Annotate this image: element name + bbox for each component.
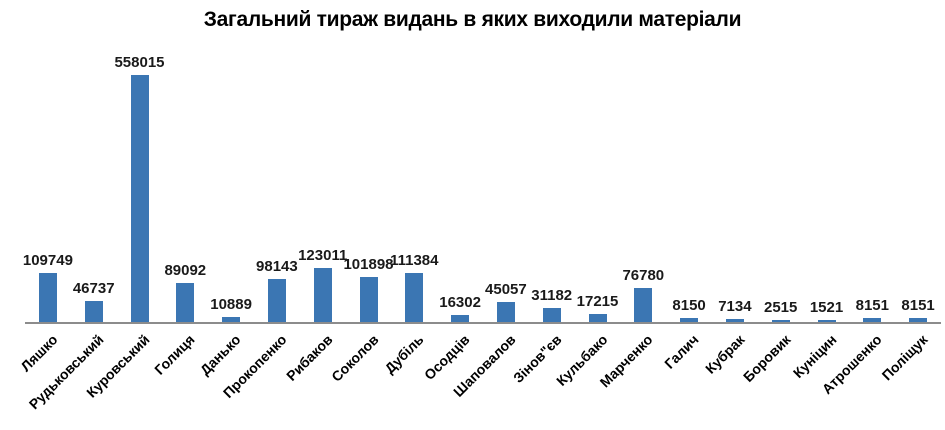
bar: [725, 319, 744, 322]
bar: [176, 283, 195, 322]
value-label: 76780: [622, 267, 665, 284]
bar: [38, 273, 57, 322]
bar: [267, 279, 286, 322]
bar: [222, 317, 241, 322]
category-label: Дубіль: [381, 331, 427, 377]
value-label: 10889: [210, 296, 252, 313]
category-label: Галич: [661, 331, 702, 372]
category-label: Кубрак: [702, 331, 748, 377]
bar: [909, 318, 928, 322]
value-label: 45057: [485, 281, 527, 298]
bar: [542, 308, 561, 322]
value-label: 17215: [576, 293, 619, 310]
value-label: 89092: [164, 262, 207, 279]
bar: [588, 314, 607, 322]
bar: [634, 288, 653, 322]
category-label: Поліщук: [878, 331, 931, 384]
bar: [130, 75, 149, 322]
bar: [451, 315, 470, 322]
bar: [313, 268, 332, 322]
bar: [496, 302, 515, 322]
bar: [680, 318, 699, 322]
bar: [863, 318, 882, 322]
value-label: 7134: [718, 298, 752, 315]
value-label: 8150: [672, 297, 706, 314]
category-label: Голиця: [151, 331, 198, 378]
bar: [405, 273, 424, 322]
value-label: 2515: [764, 299, 798, 316]
category-label: Боровик: [739, 331, 794, 385]
plot-area: 109749 46737 558015 89092 10889 98143 123011 10…: [22, 55, 941, 324]
bar: [84, 301, 103, 322]
value-label: 31182: [531, 287, 573, 304]
value-label: 111384: [390, 252, 439, 269]
category-label: Ляшко: [17, 331, 61, 375]
value-label: 8151: [901, 297, 935, 314]
category-label: Соколов: [327, 331, 382, 385]
value-label: 8151: [855, 297, 889, 314]
value-label: 109749: [22, 252, 73, 269]
bar: [817, 320, 836, 322]
bar: [359, 277, 378, 322]
category-label: Рибаков: [282, 331, 336, 384]
bar: [771, 320, 790, 322]
value-label: 123011: [298, 247, 348, 264]
value-label: 16302: [439, 294, 481, 311]
value-label: 558015: [114, 54, 165, 71]
value-label: 101898: [343, 256, 394, 273]
category-axis: Ляшко Рудьковський Куровський Голиця Данько П…: [17, 324, 941, 430]
value-label: 1521: [809, 299, 844, 316]
value-label: 98143: [256, 258, 298, 275]
chart-title: Загальний тираж видань в яких виходили м…: [203, 8, 742, 31]
category-label: Данько: [196, 331, 244, 379]
value-label: 46737: [72, 280, 115, 297]
